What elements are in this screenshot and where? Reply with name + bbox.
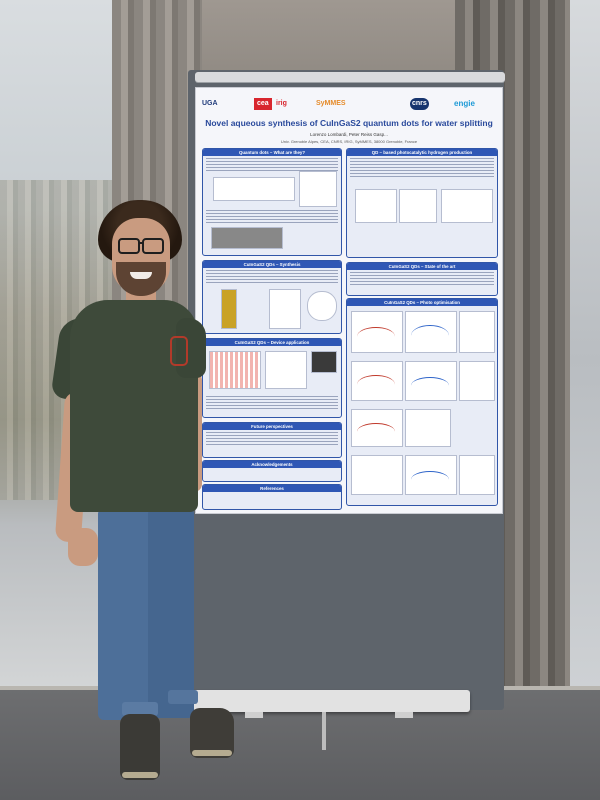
banner-foot <box>245 712 263 718</box>
jeans-cuff <box>168 690 198 704</box>
panel-device: CuInGaS2 QDs – Device application <box>202 338 342 418</box>
text-block <box>206 270 338 284</box>
poster-title: Novel aqueous synthesis of CuInGaS2 quan… <box>205 118 493 128</box>
hiking-shoe <box>190 708 234 758</box>
spectrum-curve <box>411 471 449 488</box>
smile <box>130 272 152 279</box>
text-block <box>350 158 494 178</box>
panel-quantum-dots: Quantum dots – What are they? <box>202 148 342 256</box>
panel-heading: CuInGaS2 QDs – Device application <box>203 339 341 346</box>
hiking-shoe <box>120 714 160 780</box>
spectrum-curve <box>357 327 395 346</box>
text-block <box>206 396 338 410</box>
vial-figure <box>221 289 237 329</box>
shoe-sole <box>192 750 232 756</box>
panel-heading: Acknowledgements <box>203 461 341 468</box>
scheme-figure <box>269 289 301 329</box>
bar-chart-figure <box>399 189 437 223</box>
pie-figure <box>307 291 337 321</box>
scheme-figure <box>441 189 493 223</box>
jeans-cuff <box>122 702 158 716</box>
spectrum-curve <box>357 423 395 440</box>
photo-figure <box>311 351 337 373</box>
plot-figure <box>265 351 307 389</box>
left-hand <box>68 528 98 566</box>
text-block <box>206 432 338 446</box>
shirt-sleeve <box>176 318 206 378</box>
panel-references: References <box>202 484 342 510</box>
spectrum-curve <box>411 325 449 346</box>
panel-synthesis: CuInGaS2 QDs – Synthesis <box>202 260 342 334</box>
text-block <box>350 272 494 286</box>
panel-heading: CuInGaS2 QDs – Photo optimisation <box>347 299 497 306</box>
spectrum-curve <box>411 377 449 394</box>
spectrum-plot <box>351 455 403 495</box>
banner-foot <box>395 712 413 718</box>
uga-logo: UGA <box>202 100 218 107</box>
qd-vials-figure <box>299 171 337 207</box>
bar-chart-figure <box>355 189 397 223</box>
banner-base <box>185 690 470 712</box>
panel-heading: QD – based photocatalytic hydrogen produ… <box>347 149 497 156</box>
jeans-left-leg <box>98 508 154 720</box>
panel-heading: CuInGaS2 QDs – Synthesis <box>203 261 341 268</box>
bar-figure <box>209 351 261 389</box>
spectrum-plot <box>405 409 451 447</box>
right-window <box>570 0 600 720</box>
table-figure <box>459 361 495 401</box>
banner-top-bar <box>195 72 505 82</box>
panel-state-of-art: CuInGaS2 QDs – State of the art <box>346 262 498 296</box>
glasses-lens <box>118 238 140 254</box>
qd-figure <box>213 177 295 201</box>
panel-heading: Quantum dots – What are they? <box>203 149 341 156</box>
panel-optimisation: CuInGaS2 QDs – Photo optimisation <box>346 298 498 506</box>
text-block <box>206 158 338 172</box>
panel-hydrogen: QD – based photocatalytic hydrogen produ… <box>346 148 498 258</box>
engie-logo: engie <box>454 99 475 108</box>
irig-logo: irig <box>276 100 287 107</box>
symmes-logo: SyMMES <box>316 100 346 107</box>
panel-heading: Future perspectives <box>203 423 341 430</box>
jeans-right-leg <box>148 508 194 718</box>
glasses-lens <box>142 238 164 254</box>
banner-pole <box>322 712 326 750</box>
glasses-bridge <box>138 242 143 244</box>
panel-acknowledgements: Acknowledgements <box>202 460 342 482</box>
table-figure <box>459 455 495 495</box>
lanyard-badge <box>170 336 188 366</box>
tem-images <box>211 227 283 249</box>
text-block <box>206 210 338 224</box>
spectrum-curve <box>357 375 395 394</box>
cea-logo: cea <box>254 98 272 110</box>
panel-heading: CuInGaS2 QDs – State of the art <box>347 263 497 270</box>
poster-authors: Lorenzo Lombardi, Peter Reiss Gasp... <box>310 132 388 137</box>
shoe-sole <box>122 772 158 778</box>
poster-affiliation: Univ. Grenoble Alpes, CEA, CNRS, IRIG, S… <box>280 139 418 144</box>
table-figure <box>459 311 495 353</box>
scientific-poster: UGA cea irig SyMMES cnrs engie Novel aqu… <box>196 88 502 513</box>
panel-future: Future perspectives <box>202 422 342 458</box>
panel-heading: References <box>203 485 341 492</box>
cnrs-logo: cnrs <box>410 98 429 110</box>
